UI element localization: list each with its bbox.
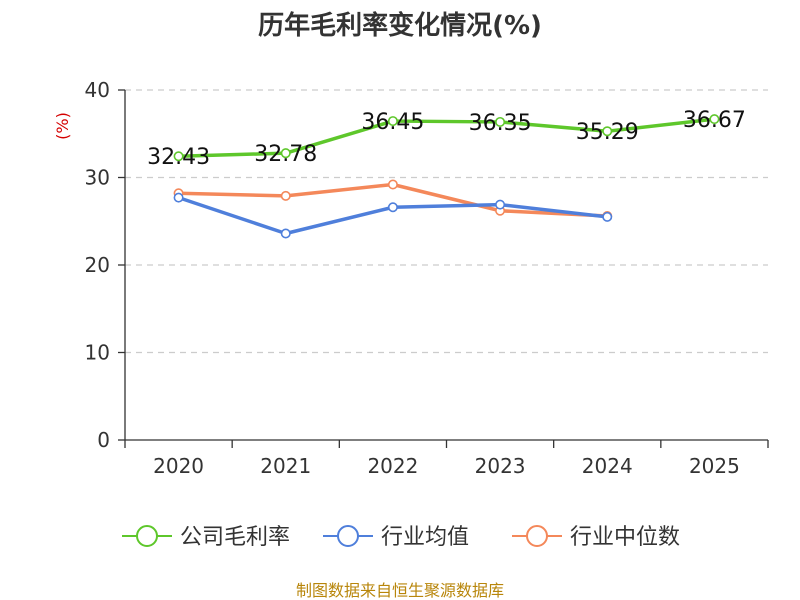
data-point bbox=[495, 116, 506, 127]
data-point bbox=[495, 199, 506, 210]
data-label: 36.35 bbox=[469, 111, 532, 136]
legend: 公司毛利率 行业均值 行业中位数 bbox=[122, 525, 680, 550]
legend-swatch-marker bbox=[337, 525, 359, 547]
x-tick-label: 2021 bbox=[260, 454, 311, 478]
data-point bbox=[387, 116, 398, 127]
data-point bbox=[387, 202, 398, 213]
x-tick-label: 2024 bbox=[582, 454, 633, 478]
y-tick-label: 30 bbox=[85, 166, 110, 190]
series-group bbox=[173, 114, 720, 239]
legend-swatch-marker bbox=[526, 525, 548, 547]
grid bbox=[125, 89, 768, 354]
axes: 0 10 20 30 40 2020 2021 2022 2023 2024 2025 bbox=[85, 78, 769, 478]
legend-swatch-marker bbox=[136, 525, 158, 547]
legend-label: 公司毛利率 bbox=[180, 525, 290, 550]
y-tick-label: 0 bbox=[97, 428, 110, 452]
source-note: 制图数据来自恒生聚源数据库 bbox=[296, 581, 504, 600]
data-point bbox=[280, 148, 291, 159]
data-point bbox=[602, 126, 613, 137]
data-point bbox=[173, 192, 184, 203]
data-labels: 32.43 32.78 36.45 36.35 35.29 36.67 bbox=[147, 108, 746, 170]
data-point bbox=[387, 179, 398, 190]
data-point bbox=[709, 114, 720, 125]
x-tick-label: 2025 bbox=[689, 454, 740, 478]
data-point bbox=[280, 190, 291, 201]
y-axis-unit: (%) bbox=[53, 112, 72, 140]
x-tick-label: 2022 bbox=[367, 454, 418, 478]
x-tick-label: 2020 bbox=[153, 454, 204, 478]
data-point bbox=[280, 228, 291, 239]
data-label: 35.29 bbox=[576, 120, 639, 145]
data-label: 36.45 bbox=[361, 110, 424, 135]
y-tick-label: 10 bbox=[85, 341, 110, 365]
data-label: 36.67 bbox=[683, 108, 746, 133]
x-tick-label: 2023 bbox=[475, 454, 526, 478]
data-point bbox=[602, 211, 613, 222]
y-tick-label: 40 bbox=[85, 78, 110, 102]
legend-label: 行业均值 bbox=[381, 525, 469, 550]
chart-title: 历年毛利率变化情况(%) bbox=[258, 10, 542, 41]
data-point bbox=[173, 151, 184, 162]
series-line bbox=[178, 117, 715, 158]
data-label: 32.78 bbox=[254, 142, 317, 167]
legend-label: 行业中位数 bbox=[570, 525, 680, 550]
y-tick-label: 20 bbox=[85, 253, 110, 277]
data-label: 32.43 bbox=[147, 145, 210, 170]
